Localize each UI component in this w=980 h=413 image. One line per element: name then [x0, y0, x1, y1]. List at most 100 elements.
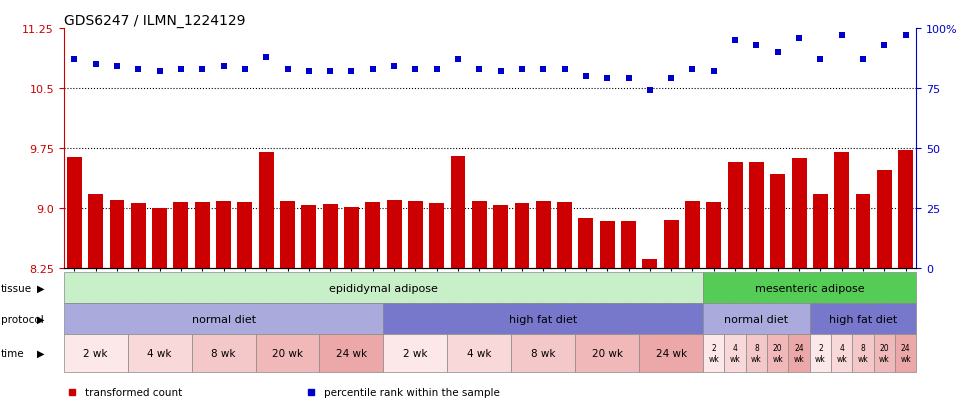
Text: 4
wk: 4 wk — [730, 344, 741, 363]
Bar — [704, 335, 724, 372]
Text: 24
wk: 24 wk — [794, 344, 805, 363]
Bar — [64, 273, 704, 304]
Point — [578, 74, 594, 80]
Text: 2
wk: 2 wk — [709, 344, 719, 363]
Point — [365, 66, 380, 73]
Bar — [429, 204, 444, 268]
Bar — [447, 335, 512, 372]
Bar — [127, 335, 192, 372]
Point — [557, 66, 572, 73]
Bar — [749, 163, 763, 268]
Point — [301, 69, 317, 75]
Bar — [809, 304, 916, 335]
Text: mesenteric adipose: mesenteric adipose — [755, 283, 864, 293]
Bar — [792, 159, 807, 268]
Point — [642, 88, 658, 95]
Bar — [746, 335, 767, 372]
Text: 2 wk: 2 wk — [403, 348, 427, 358]
Text: 4 wk: 4 wk — [147, 348, 172, 358]
Point — [876, 43, 892, 49]
Text: percentile rank within the sample: percentile rank within the sample — [323, 387, 500, 397]
Bar — [874, 335, 895, 372]
Point — [471, 66, 487, 73]
Text: 4 wk: 4 wk — [467, 348, 492, 358]
Bar — [643, 260, 658, 268]
Point — [749, 43, 764, 49]
Bar — [789, 335, 809, 372]
Bar — [472, 202, 487, 268]
Point — [856, 57, 871, 63]
Bar — [67, 157, 81, 268]
Point — [109, 64, 124, 71]
Text: 24 wk: 24 wk — [656, 348, 687, 358]
Bar — [899, 151, 913, 268]
Point — [344, 69, 360, 75]
Point — [535, 66, 551, 73]
Bar — [767, 335, 789, 372]
Point — [685, 66, 701, 73]
Bar — [856, 195, 870, 268]
Bar — [895, 335, 916, 372]
Point — [386, 64, 402, 71]
Text: 8
wk: 8 wk — [858, 344, 868, 363]
Bar — [809, 335, 831, 372]
Text: 20 wk: 20 wk — [592, 348, 622, 358]
Bar — [387, 201, 402, 268]
Point — [259, 55, 274, 61]
Bar — [707, 202, 721, 268]
Text: 2 wk: 2 wk — [83, 348, 108, 358]
Bar — [319, 335, 383, 372]
Point — [429, 66, 445, 73]
Bar — [853, 335, 874, 372]
Text: 8 wk: 8 wk — [212, 348, 236, 358]
Bar — [663, 221, 678, 268]
Bar — [383, 304, 704, 335]
Bar — [64, 304, 383, 335]
Point — [898, 33, 913, 39]
Point — [663, 76, 679, 83]
Bar — [88, 194, 103, 268]
Bar — [639, 335, 704, 372]
Bar — [131, 204, 146, 268]
Text: high fat diet: high fat diet — [829, 314, 897, 324]
Text: 8
wk: 8 wk — [751, 344, 761, 363]
Bar — [621, 221, 636, 268]
Bar — [195, 202, 210, 268]
Bar — [600, 221, 614, 268]
Text: protocol: protocol — [1, 314, 44, 324]
Bar — [704, 304, 809, 335]
Point — [173, 66, 189, 73]
Text: tissue: tissue — [1, 283, 32, 293]
Bar — [237, 202, 252, 268]
Point — [216, 64, 231, 71]
Text: 20 wk: 20 wk — [272, 348, 303, 358]
Bar — [256, 335, 319, 372]
Text: 2
wk: 2 wk — [815, 344, 826, 363]
Bar — [408, 202, 422, 268]
Bar — [344, 208, 359, 268]
Bar — [152, 209, 167, 268]
Bar — [877, 171, 892, 268]
Bar — [536, 202, 551, 268]
Point — [600, 76, 615, 83]
Bar — [514, 204, 529, 268]
Bar — [192, 335, 256, 372]
Bar — [704, 273, 916, 304]
Text: normal diet: normal diet — [724, 314, 789, 324]
Point — [152, 69, 168, 75]
Bar — [493, 205, 508, 268]
Bar — [512, 335, 575, 372]
Point — [450, 57, 465, 63]
Point — [237, 66, 253, 73]
Bar — [322, 204, 337, 268]
Point — [727, 38, 743, 44]
Point — [408, 66, 423, 73]
Bar — [280, 202, 295, 268]
Point — [791, 35, 807, 42]
Bar — [110, 201, 124, 268]
Text: ▶: ▶ — [37, 314, 45, 324]
Bar — [685, 202, 700, 268]
Point — [770, 50, 786, 56]
Text: 24
wk: 24 wk — [901, 344, 911, 363]
Text: 8 wk: 8 wk — [531, 348, 556, 358]
